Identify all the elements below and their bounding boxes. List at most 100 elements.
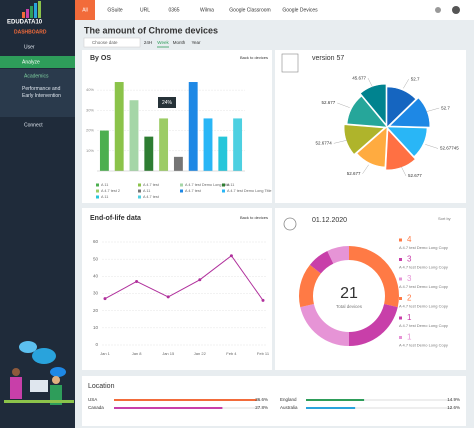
range-option[interactable]: Year <box>191 40 201 45</box>
legend-swatch <box>399 277 402 281</box>
tab[interactable]: Google Classroom <box>229 7 270 13</box>
legend-label: A 4.7 test Demo Long Copy <box>399 265 448 270</box>
leader-line <box>367 77 373 88</box>
bar <box>144 136 154 171</box>
bar <box>99 130 109 171</box>
legend-label: A 4.7 test Demo Long Copy <box>399 284 448 289</box>
country: England <box>280 397 297 402</box>
point <box>103 297 107 301</box>
icon <box>283 217 297 231</box>
legend-swatch <box>96 189 99 193</box>
legend-swatch <box>138 183 141 187</box>
y-tick-label: 30% <box>86 107 94 112</box>
legend-swatch <box>222 183 225 187</box>
legend-value: 3 <box>407 274 412 283</box>
donut-segment <box>349 304 398 346</box>
panel-title: End-of-life data <box>90 215 141 222</box>
y-tick-label: 40 <box>93 274 99 279</box>
nav-item[interactable]: DASHBOARD <box>14 29 47 35</box>
slice-label: 52.7 <box>411 76 420 81</box>
icon[interactable] <box>435 7 441 13</box>
location-value: 14.9% <box>447 397 460 402</box>
nav-item[interactable]: Analyze <box>22 59 40 65</box>
point <box>135 279 139 283</box>
legend-label: A 4.7 test Demo Long Copy <box>399 323 448 328</box>
leader-line <box>426 107 440 112</box>
tab-bar <box>75 0 474 20</box>
legend-swatch <box>96 183 99 187</box>
tab[interactable]: 0365 <box>168 7 179 13</box>
nav-item[interactable]: User <box>24 44 35 50</box>
country: Canada <box>88 405 104 410</box>
pie-slice <box>386 126 428 157</box>
x-tick-label: Feb 11 <box>257 351 270 356</box>
panel <box>82 50 272 203</box>
legend-label: A 11 <box>101 195 108 199</box>
country: Australia <box>280 405 298 410</box>
bar <box>129 100 139 171</box>
point <box>166 295 170 299</box>
donut-segment <box>299 264 321 308</box>
range-option[interactable]: 24H <box>144 40 152 45</box>
range-option[interactable]: Week <box>157 40 169 45</box>
location-bar <box>114 407 223 409</box>
legend-swatch <box>180 189 183 193</box>
tab[interactable]: Wilma <box>200 7 214 13</box>
legend-swatch <box>222 189 225 193</box>
tab[interactable]: All <box>82 7 88 13</box>
submenu <box>0 69 75 117</box>
legend-label: A 4.7 test Demo Long Copy <box>399 245 448 250</box>
y-tick-label: 20 <box>93 308 99 313</box>
location-value: 36.6% <box>255 397 268 402</box>
nav-item-wrap: Performance and Early Intervention <box>22 86 61 99</box>
y-tick-label: 10 <box>93 325 99 330</box>
nav-item[interactable]: Academics <box>24 73 49 79</box>
back-link[interactable]: Back to devices <box>240 55 268 60</box>
tab[interactable]: GSuite <box>107 7 123 13</box>
y-tick-label: 10% <box>86 148 94 153</box>
slice-label: 52.6774 <box>316 141 333 146</box>
tooltip-box <box>158 97 176 108</box>
legend-value: 3 <box>407 255 412 264</box>
legend-label: A 4.7 test 2 <box>101 189 120 193</box>
pie-slice <box>356 126 388 168</box>
tooltip: 24% <box>162 100 173 106</box>
slice-label: 52.677 <box>322 100 336 105</box>
country: USA <box>88 397 97 402</box>
total-label: Total devices <box>336 304 363 309</box>
x-tick-label: Jan 1 <box>100 351 111 356</box>
legend-label: A 4.7 test <box>143 195 160 199</box>
leader-line <box>425 144 439 149</box>
bar <box>233 118 243 171</box>
active-section <box>0 56 75 68</box>
legend-value: 1 <box>407 333 412 342</box>
panel <box>82 208 272 370</box>
location-bar <box>114 399 257 401</box>
pie-slice <box>346 95 388 128</box>
x-tick-label: Jan 22 <box>194 351 207 356</box>
tab[interactable]: URL <box>140 7 150 13</box>
back-link[interactable]: Back to devices <box>240 215 268 220</box>
nav-item[interactable]: Connect <box>24 122 43 128</box>
logo-icon <box>22 1 41 18</box>
point <box>229 254 233 258</box>
slice-label: 52.67745 <box>440 146 459 151</box>
legend-value: 2 <box>407 294 412 303</box>
y-tick-label: 0 <box>95 342 98 347</box>
bar <box>203 118 213 171</box>
donut-segment <box>309 250 334 274</box>
range-option[interactable]: Month <box>173 40 186 45</box>
location-bar <box>306 399 365 401</box>
date-picker[interactable] <box>83 37 141 48</box>
sort[interactable]: Sort by <box>438 216 451 221</box>
avatar[interactable] <box>452 6 460 14</box>
location-value: 27.8% <box>255 405 268 410</box>
slice-label: 52.677 <box>408 173 422 178</box>
slice-label: 45.677 <box>352 75 366 80</box>
legend-label: A 11 <box>101 183 108 187</box>
leader-line <box>401 166 407 177</box>
nav-item[interactable]: Performance and Early Intervention <box>22 86 61 99</box>
tab[interactable]: Google Devices <box>282 7 318 13</box>
legend-value: 1 <box>407 313 412 322</box>
location-bar <box>306 407 356 409</box>
